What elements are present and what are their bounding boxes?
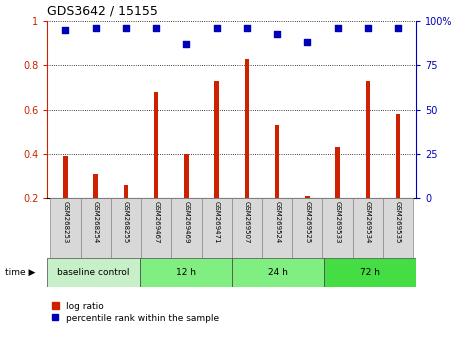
Bar <box>366 81 370 198</box>
Text: 72 h: 72 h <box>360 268 380 277</box>
Bar <box>80 198 111 258</box>
Point <box>61 27 69 33</box>
Bar <box>171 198 201 258</box>
Text: GSM269471: GSM269471 <box>214 201 219 244</box>
Bar <box>396 114 400 198</box>
Text: 24 h: 24 h <box>268 268 288 277</box>
Bar <box>201 198 232 258</box>
Bar <box>275 125 280 198</box>
Text: GSM268254: GSM268254 <box>93 201 99 244</box>
Text: 12 h: 12 h <box>175 268 196 277</box>
Point <box>213 25 220 31</box>
Text: GDS3642 / 15155: GDS3642 / 15155 <box>47 5 158 18</box>
Text: GSM269524: GSM269524 <box>274 201 280 244</box>
Bar <box>154 92 158 198</box>
Text: GSM269467: GSM269467 <box>153 201 159 244</box>
Text: GSM269535: GSM269535 <box>395 201 401 244</box>
Point <box>364 25 372 31</box>
Text: GSM268255: GSM268255 <box>123 201 129 244</box>
Bar <box>335 147 340 198</box>
Bar <box>184 154 189 198</box>
Point <box>152 25 160 31</box>
Text: GSM269507: GSM269507 <box>244 201 250 244</box>
Point <box>334 25 342 31</box>
Text: GSM269534: GSM269534 <box>365 201 371 244</box>
Bar <box>47 258 140 287</box>
Bar <box>123 185 128 198</box>
Point <box>92 25 99 31</box>
Bar <box>111 198 141 258</box>
Point <box>304 40 311 45</box>
Bar <box>50 198 80 258</box>
Text: time ▶: time ▶ <box>5 268 35 277</box>
Bar <box>245 59 249 198</box>
Bar <box>323 198 353 258</box>
Text: GSM269525: GSM269525 <box>304 201 310 244</box>
Point <box>122 25 130 31</box>
Bar <box>141 198 171 258</box>
Point <box>273 31 281 36</box>
Point <box>243 25 251 31</box>
Bar <box>232 198 262 258</box>
Text: GSM268253: GSM268253 <box>62 201 69 244</box>
Bar <box>305 196 310 198</box>
Point <box>394 25 402 31</box>
Bar <box>262 198 292 258</box>
Bar <box>94 174 98 198</box>
Bar <box>324 258 416 287</box>
Bar <box>232 258 324 287</box>
Bar <box>383 198 413 258</box>
Bar <box>214 81 219 198</box>
Text: baseline control: baseline control <box>57 268 130 277</box>
Text: GSM269533: GSM269533 <box>334 201 341 244</box>
Bar <box>353 198 383 258</box>
Bar <box>63 156 68 198</box>
Point <box>183 41 190 47</box>
Legend: log ratio, percentile rank within the sample: log ratio, percentile rank within the sa… <box>52 302 219 322</box>
Bar <box>292 198 323 258</box>
Bar <box>140 258 232 287</box>
Text: GSM269469: GSM269469 <box>184 201 189 244</box>
